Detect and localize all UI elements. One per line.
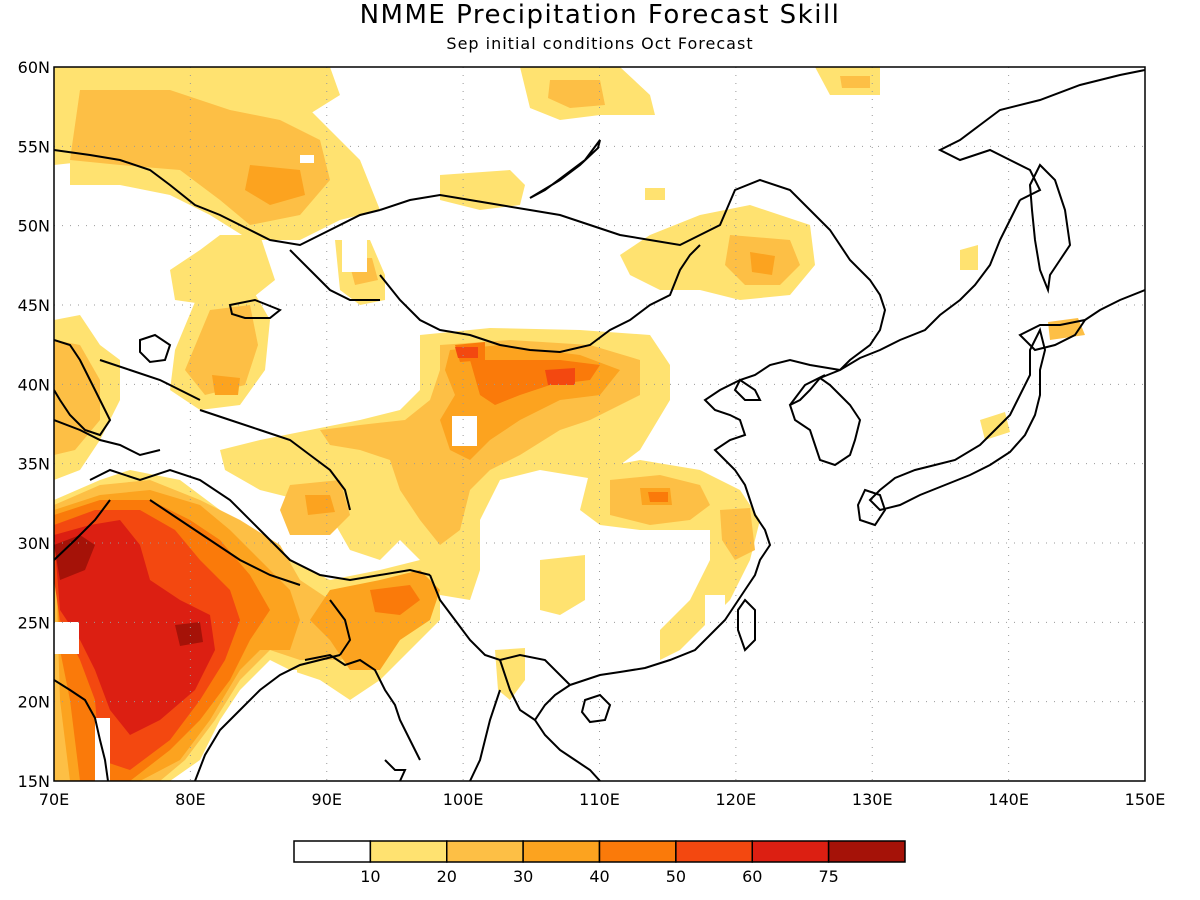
coast-balkhash (228, 298, 282, 319)
coast-hokkaido (1018, 318, 1088, 352)
border-china-west (199, 409, 351, 511)
colorbar-swatch (751, 840, 830, 863)
coast-aral (139, 333, 172, 364)
coast-korea (788, 376, 862, 467)
lat-tick-label: 20N (18, 693, 50, 712)
coast-bottom (384, 759, 407, 781)
lat-tick-label: 55N (18, 137, 50, 156)
plot-frame (53, 66, 1146, 782)
shading-east-china (580, 460, 760, 660)
coast-myanmar (469, 689, 501, 781)
colorbar-label: 75 (818, 867, 838, 886)
coast-hainan (580, 693, 612, 724)
coast-bengal (304, 653, 421, 761)
border-pakistan (54, 499, 111, 561)
lat-tick-label: 60N (18, 58, 50, 77)
border-central-asia (99, 359, 201, 401)
border-korea-china (789, 374, 826, 406)
colorbar-label: 60 (742, 867, 762, 886)
border-russia-mongolia (379, 178, 887, 371)
colorbar-label: 10 (360, 867, 380, 886)
shading-northeast (620, 205, 1085, 440)
coast-taiwan (737, 598, 756, 652)
lat-tick-label: 25N (18, 613, 50, 632)
coast-indochina (533, 684, 601, 781)
coast-siberia (937, 69, 1145, 201)
coast-caspian (54, 339, 112, 437)
coast-kurils (1084, 289, 1145, 321)
lat-tick-label: 30N (18, 534, 50, 553)
border-myanmar (429, 574, 571, 686)
colorbar-swatch (827, 840, 906, 863)
coast-kyushu (856, 488, 887, 527)
coast-china (569, 358, 841, 686)
lat-tick-label: 45N (18, 296, 50, 315)
coast-baikal (529, 139, 601, 199)
border-laos-vietnam (499, 659, 536, 721)
colorbar-swatch (598, 840, 677, 863)
colorbar-swatch (369, 840, 448, 863)
coast-bohai (733, 378, 762, 401)
coast-japan (868, 327, 1047, 512)
lon-tick-label: 150E (1125, 790, 1166, 809)
border-mongolia-china (379, 244, 701, 354)
map-subtitle: Sep initial conditions Oct Forecast (446, 34, 754, 53)
lon-tick-label: 100E (443, 790, 484, 809)
colorbar-swatch (446, 840, 524, 863)
lon-tick-label: 120E (716, 790, 757, 809)
shading-china-interior (220, 328, 670, 615)
lat-tick-label: 40N (18, 375, 50, 394)
lon-tick-label: 140E (988, 790, 1029, 809)
skill-shading (54, 67, 1085, 781)
border-bangladesh (329, 599, 352, 656)
lat-tick-label: 35N (18, 455, 50, 474)
border-china-india (89, 468, 431, 582)
coast-sakhalin (1028, 163, 1072, 294)
longitude-labels: 70E 80E 90E 100E 110E 120E 130E 140E 150E (39, 790, 1166, 809)
shading-central-asia (54, 285, 270, 480)
border-india-nepal (149, 499, 301, 586)
colorbar-label: 40 (589, 867, 609, 886)
coastlines (54, 69, 1145, 781)
latitude-labels: 15N 20N 25N 30N 35N 40N 45N 50N 55N 60N (18, 58, 50, 791)
colorbar-swatch (293, 840, 372, 863)
lon-tick-label: 110E (579, 790, 620, 809)
border-china-kazakh (289, 249, 380, 301)
shading-south-asia (54, 470, 525, 781)
border-russia-kazakh (54, 149, 381, 247)
colorbar (293, 840, 906, 863)
lon-tick-label: 80E (175, 790, 205, 809)
coast-india-east (194, 654, 341, 781)
lon-tick-label: 70E (39, 790, 69, 809)
colorbar-label: 50 (666, 867, 686, 886)
colorbar-labels: 10 20 30 40 50 60 75 (360, 867, 839, 886)
coast-far-east (819, 199, 1021, 379)
lon-tick-label: 130E (852, 790, 893, 809)
lat-tick-label: 50N (18, 217, 50, 236)
colorbar-label: 30 (513, 867, 533, 886)
lat-tick-label: 15N (18, 772, 50, 791)
colorbar-swatch (675, 840, 753, 863)
colorbar-swatch (522, 840, 601, 863)
lon-tick-label: 90E (312, 790, 342, 809)
border-afghan (54, 419, 161, 457)
colorbar-label: 20 (437, 867, 457, 886)
map-title: NMME Precipitation Forecast Skill (359, 0, 841, 30)
coast-india-west (54, 679, 109, 781)
